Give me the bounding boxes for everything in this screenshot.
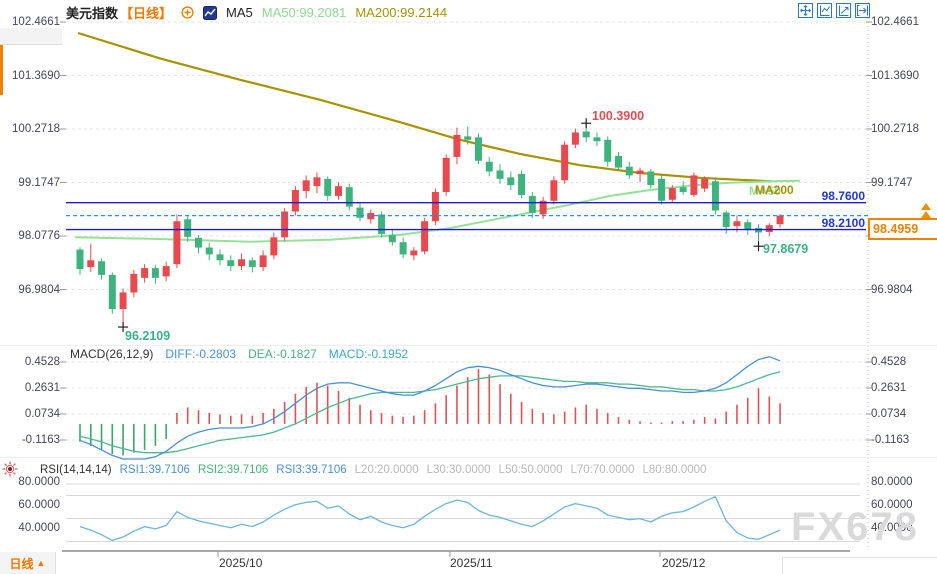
top-left-shade — [0, 28, 62, 45]
ma50-line-tag: MA50 — [749, 184, 782, 198]
x-axis-date: 2025/12 — [662, 556, 706, 570]
rsi-axis-label-right: 60.0000 — [871, 498, 913, 511]
price-axis-label-right: 100.2718 — [871, 123, 919, 135]
macd-axis-label-left: 0.2631 — [24, 382, 60, 394]
ma200-label[interactable]: MA200:99.2144 — [355, 5, 448, 20]
rsi-level-label: L80:80.0000 — [642, 464, 707, 476]
rsi1-value: RSI1:39.7106 — [119, 464, 190, 476]
rsi2-value: RSI2:39.7106 — [197, 464, 269, 476]
up-triangle-icon — [921, 211, 931, 218]
price-axis-label-left: 102.4661 — [12, 16, 60, 28]
high-price-annotation: 100.3900 — [592, 109, 645, 123]
price-axis-label-left: 100.2718 — [12, 123, 60, 135]
macd-axis-label-left: 0.0734 — [24, 408, 60, 420]
ma5-label[interactable]: MA5 — [226, 5, 253, 20]
sun-marker-icon[interactable] — [2, 461, 18, 477]
rsi-axis-label-left: 60.0000 — [18, 498, 60, 511]
rsi3-value: RSI3:39.7106 — [276, 464, 347, 476]
rsi-axis-label-left: 80.0000 — [18, 475, 60, 488]
triangle-up-icon: ▲ — [36, 558, 46, 568]
macd-macd-value: MACD:-0.1952 — [328, 347, 409, 361]
rsi-level-label: L30:30.0000 — [426, 464, 491, 476]
current-price-tag: 98.4959 — [868, 218, 937, 240]
line-chart-icon[interactable] — [203, 5, 218, 20]
macd-dea-line — [79, 371, 781, 454]
rsi-line — [79, 496, 781, 542]
rsi-axis-label-right: 80.0000 — [871, 475, 913, 488]
ma200-line — [77, 31, 773, 183]
macd-axis-label-right: 0.0734 — [871, 408, 907, 420]
period-tag[interactable]: 【日线】 — [120, 6, 173, 21]
rsi-title[interactable]: RSI(14,14,14) — [40, 464, 112, 476]
candles-layer — [76, 123, 784, 328]
chart-toolbar — [798, 3, 870, 18]
up-triangle-icon — [921, 203, 931, 210]
tab-daily-label: 日线 — [9, 556, 34, 571]
support-price-label: 98.2100 — [821, 216, 865, 230]
macd-axis-label-right: 0.2631 — [871, 382, 907, 394]
rsi-header: RSI(14,14,14) RSI1:39.7106 RSI2:39.7106 … — [40, 464, 706, 476]
pan-icon[interactable] — [798, 3, 813, 18]
price-axis-label-right: 99.1747 — [871, 176, 913, 189]
plus-circle-icon[interactable] — [181, 6, 194, 19]
ma200-line-tag: MA200 — [755, 183, 794, 197]
y-axis-scale-icon[interactable] — [817, 3, 832, 18]
left-scroll-indicator[interactable] — [0, 45, 3, 95]
price-axis-label-right: 102.4661 — [871, 16, 919, 28]
chart-header: 美元指数 【日线】 MA5 MA50:99.2081 MA200:99.2144 — [66, 3, 447, 22]
bottom-right-panel — [782, 557, 937, 574]
macd-axis-label-left: 0.4528 — [24, 356, 60, 368]
resistance-price-label: 98.7600 — [821, 189, 865, 203]
symbol-name: 美元指数 — [66, 6, 119, 21]
macd-axis-label-left: -0.1163 — [21, 434, 60, 446]
tab-daily[interactable]: 日线 ▲ — [0, 552, 56, 574]
watermark: FX678 — [791, 505, 919, 549]
ma50-label[interactable]: MA50:99.2081 — [261, 5, 347, 20]
swing-low-annotation: 97.8679 — [763, 242, 809, 256]
price-axis-label-left: 101.3690 — [12, 69, 60, 82]
x-axis-date: 2025/10 — [219, 556, 263, 570]
rsi-level-label: L70:70.0000 — [570, 464, 635, 476]
macd-diff-line — [79, 356, 781, 460]
macd-histogram — [79, 369, 781, 456]
macd-axis-label-right: 0.4528 — [871, 356, 907, 368]
rsi-axis-label-left: 40.0000 — [18, 521, 60, 534]
macd-axis-label-right: -0.1163 — [871, 434, 910, 446]
price-axis-label-left: 99.1747 — [18, 176, 60, 189]
macd-title[interactable]: MACD(26,12,9) — [70, 347, 154, 361]
price-axis-label-left: 98.0776 — [18, 230, 60, 242]
price-axis-label-right: 96.9804 — [871, 283, 913, 296]
macd-header: MACD(26,12,9) DIFF:-0.2803 DEA:-0.1827 M… — [70, 347, 408, 361]
rsi-level-label: L50:50.0000 — [498, 464, 563, 476]
auto-fit-icon[interactable] — [836, 3, 851, 18]
macd-diff-value: DIFF:-0.2803 — [165, 347, 237, 361]
rsi-level-label: L20:20.0000 — [354, 464, 419, 476]
x-axis-date: 2025/11 — [450, 556, 493, 570]
low-price-annotation: 96.2109 — [125, 329, 171, 343]
price-axis-label-right: 101.3690 — [871, 69, 919, 82]
macd-dea-value: DEA:-0.1827 — [248, 347, 317, 361]
jump-latest-icon[interactable] — [855, 3, 870, 18]
rsi-axis-label-right: 40.0000 — [871, 521, 913, 534]
price-axis-label-left: 96.9804 — [18, 283, 60, 296]
